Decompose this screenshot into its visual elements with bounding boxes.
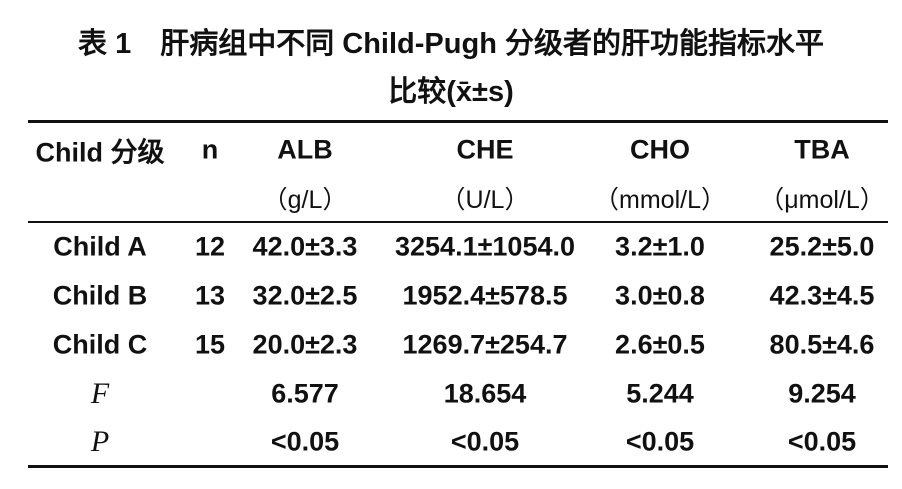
cell: <0.05 bbox=[787, 426, 857, 457]
bottom-rule bbox=[28, 465, 888, 468]
title-line: 表 1 肝病组中不同 Child-Pugh 分级者的肝功能指标水平 bbox=[78, 28, 824, 60]
title-line: 比较(x̄±s) bbox=[388, 76, 514, 108]
row-label: Child B bbox=[52, 280, 148, 311]
cell: 1952.4±578.5 bbox=[402, 280, 568, 311]
cell: 80.5±4.6 bbox=[769, 329, 875, 360]
column-header: Child 分级 bbox=[35, 137, 165, 168]
row-label: Child C bbox=[52, 329, 148, 360]
cell: 1269.7±254.7 bbox=[402, 329, 568, 360]
column-unit: （g/L） bbox=[262, 186, 348, 214]
cell: 12 bbox=[194, 231, 226, 262]
column-header: ALB bbox=[277, 134, 333, 165]
cell: 20.0±2.3 bbox=[252, 329, 358, 360]
cell: 3.2±1.0 bbox=[615, 231, 705, 262]
cell: 5.244 bbox=[626, 378, 694, 409]
cell: 6.577 bbox=[271, 378, 339, 409]
cell: 42.3±4.5 bbox=[769, 280, 875, 311]
mid-rule bbox=[28, 221, 888, 223]
stat-label: P bbox=[90, 425, 110, 458]
cell: 3.0±0.8 bbox=[615, 280, 705, 311]
cell: 3254.1±1054.0 bbox=[395, 231, 575, 262]
cell: 32.0±2.5 bbox=[252, 280, 358, 311]
cell: 18.654 bbox=[443, 378, 527, 409]
cell: <0.05 bbox=[625, 426, 695, 457]
column-header: TBA bbox=[794, 134, 850, 165]
stat-label: F bbox=[90, 377, 110, 410]
cell: 2.6±0.5 bbox=[615, 329, 705, 360]
column-header: CHO bbox=[630, 134, 690, 165]
cell: 25.2±5.0 bbox=[769, 231, 875, 262]
column-unit: （U/L） bbox=[440, 186, 530, 214]
cell: 15 bbox=[194, 329, 226, 360]
top-rule bbox=[28, 120, 888, 123]
cell: 13 bbox=[194, 280, 226, 311]
cell: 42.0±3.3 bbox=[252, 231, 358, 262]
column-header: CHE bbox=[456, 134, 514, 165]
column-header: n bbox=[201, 134, 219, 165]
cell: 9.254 bbox=[788, 378, 856, 409]
column-unit: （mmol/L） bbox=[594, 186, 726, 214]
row-label: Child A bbox=[53, 231, 147, 262]
cell: <0.05 bbox=[270, 426, 340, 457]
column-unit: （μmol/L） bbox=[759, 186, 885, 214]
cell: <0.05 bbox=[450, 426, 520, 457]
